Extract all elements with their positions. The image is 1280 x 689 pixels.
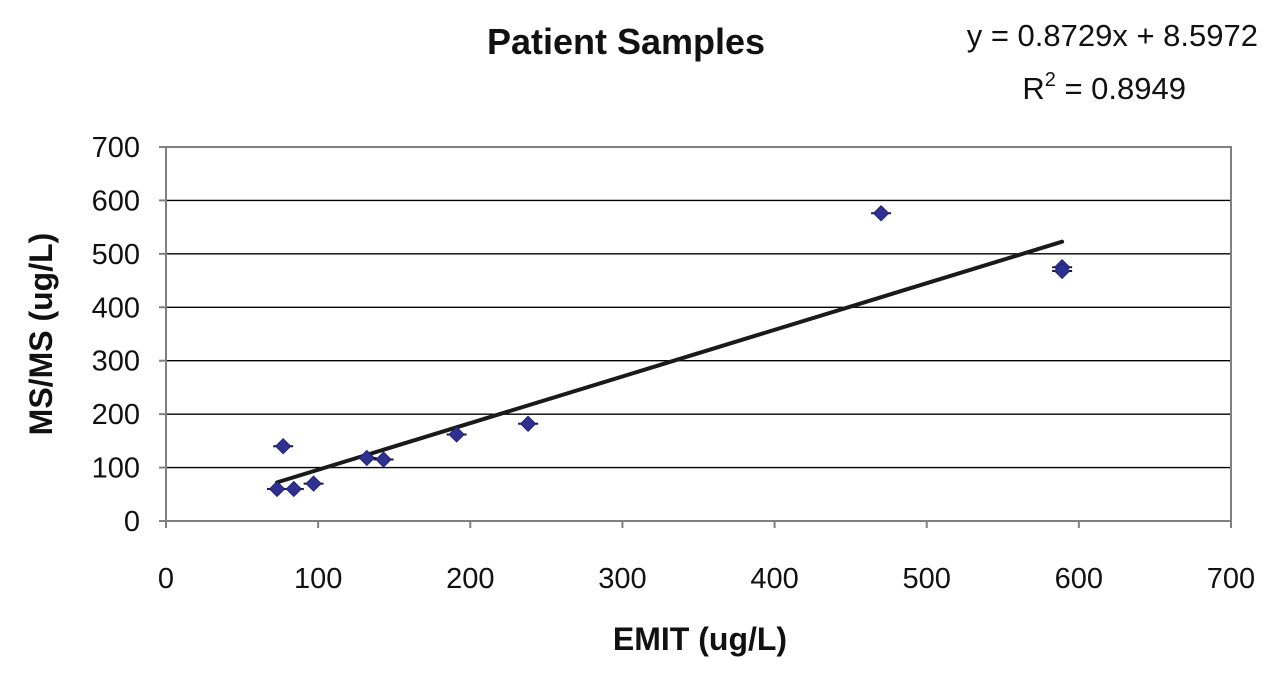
y-axis-title: MS/MS (ug/L) (23, 233, 59, 436)
x-axis-title: EMIT (ug/L) (613, 621, 787, 657)
trendline-equation: y = 0.8729x + 8.5972 (967, 18, 1258, 53)
data-point-8 (518, 415, 539, 432)
trendline-group (275, 239, 1065, 485)
gridlines (166, 146, 1231, 469)
x-tick-label-600: 600 (1055, 563, 1103, 595)
y-tick-label-0: 0 (124, 506, 140, 538)
data-point-5 (356, 449, 377, 467)
data-points (267, 205, 1073, 498)
r-squared-label: R2 = 0.8949 (1022, 69, 1186, 106)
data-point-11 (1052, 262, 1073, 280)
r-squared-symbol: R (1022, 71, 1044, 106)
x-tick-labels: 0 100 200 300 400 500 600 700 (158, 563, 1255, 595)
y-tick-label-700: 700 (92, 132, 140, 164)
trendline (275, 239, 1065, 485)
y-tick-label-500: 500 (92, 239, 140, 271)
data-point-2 (273, 437, 294, 455)
plot-area-frame (165, 146, 1232, 522)
x-tick-label-700: 700 (1207, 563, 1255, 595)
y-tick-label-400: 400 (92, 292, 140, 324)
r-squared-value: = 0.8949 (1056, 71, 1186, 106)
data-point-9 (871, 205, 892, 222)
data-point-3 (283, 480, 304, 498)
y-tick-label-100: 100 (92, 453, 140, 485)
x-tick-label-200: 200 (446, 563, 494, 595)
data-point-6 (373, 451, 394, 468)
y-tick-label-600: 600 (92, 185, 140, 217)
axes (159, 146, 1232, 528)
x-tick-label-0: 0 (158, 563, 174, 595)
x-tick-label-100: 100 (294, 563, 342, 595)
chart-title: Patient Samples (487, 21, 765, 62)
y-tick-label-300: 300 (92, 346, 140, 378)
x-tick-label-300: 300 (598, 563, 646, 595)
x-tick-label-500: 500 (903, 563, 951, 595)
x-tick-label-400: 400 (750, 563, 798, 595)
y-tick-label-200: 200 (92, 399, 140, 431)
r-squared-superscript: 2 (1045, 69, 1056, 91)
data-point-4 (303, 475, 324, 492)
data-point-7 (446, 426, 467, 443)
data-point-1 (267, 480, 288, 498)
y-tick-labels: 0 100 200 300 400 500 600 700 (92, 132, 140, 538)
